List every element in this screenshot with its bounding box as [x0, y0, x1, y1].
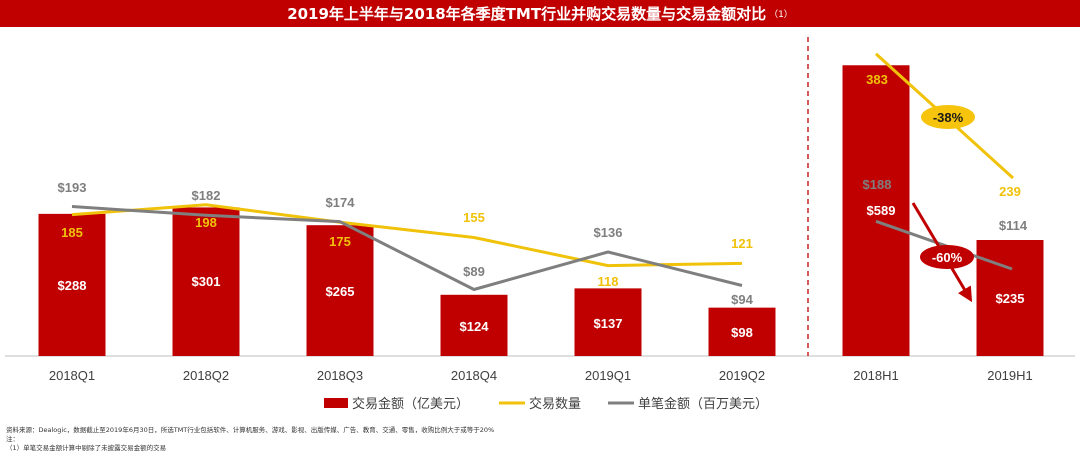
- avg-amount-label-2018Q4: $89: [463, 264, 485, 279]
- x-tick-label-2019Q1: 2019Q1: [585, 368, 631, 383]
- footnotes: 资料来源：Dealogic，数据截止至2019年6月30日，所选TMT行业包括软…: [6, 426, 494, 453]
- bar-2019Q2: [708, 307, 776, 356]
- value-change-badge: [920, 245, 974, 269]
- avg-amount-label-2018Q2: $182: [192, 188, 221, 203]
- bar-value-label-2018Q4: $124: [460, 319, 490, 334]
- avg-amount-line-quarters: [71, 205, 743, 291]
- chart-svg: $288 $301 $265 $124 $137 $98 $589 $235 185 198 175…: [5, 37, 1075, 412]
- bar-value-label-2018Q1: $288: [58, 278, 87, 293]
- x-tick-label-2018Q2: 2018Q2: [183, 368, 229, 383]
- avg-amount-label-2019H1: $114: [999, 218, 1028, 233]
- bar-2018H1: [842, 65, 910, 357]
- footnote-1: （1）单笔交易金额计算中剔除了未披露交易金额的交易: [6, 444, 167, 452]
- bar-value-label-2018Q3: $265: [326, 284, 355, 299]
- value-change-label: -60%: [932, 250, 963, 265]
- count-label-2019Q1: 118: [598, 274, 619, 289]
- bar-value-label-2018Q2: $301: [192, 274, 221, 289]
- avg-amount-label-2019Q1: $136: [594, 225, 623, 240]
- chart-title: 2019年上半年与2018年各季度TMT行业并购交易数量与交易金额对比: [287, 5, 767, 23]
- avg-amount-label-2018Q3: $174: [326, 195, 356, 210]
- count-label-2018Q1: 185: [61, 225, 83, 240]
- count-label-2018H1: 383: [866, 72, 888, 87]
- avg-amount-label-2019Q2: $94: [731, 292, 753, 307]
- count-label-2018Q2: 198: [195, 215, 217, 230]
- x-tick-label-2018H1: 2018H1: [853, 368, 899, 383]
- bar-2018Q2: [172, 207, 240, 356]
- x-tick-label-2018Q1: 2018Q1: [49, 368, 95, 383]
- x-tick-label-2018Q4: 2018Q4: [451, 368, 497, 383]
- count-change-badge: [921, 105, 975, 129]
- source-note: 资料来源：Dealogic，数据截止至2019年6月30日，所选TMT行业包括软…: [6, 426, 495, 434]
- count-label-2018Q4: 155: [463, 210, 485, 225]
- count-line-quarters: [71, 203, 743, 268]
- count-label-2018Q3: 175: [329, 234, 351, 249]
- legend-swatch-value: [324, 398, 348, 408]
- bar-value-label-2018H1: $589: [867, 203, 896, 218]
- legend-label-count: 交易数量: [529, 396, 581, 412]
- bar-2018Q3: [306, 225, 374, 356]
- avg-amount-label-2018H1: $188: [863, 177, 892, 192]
- legend-label-avg: 单笔金额（百万美元）: [638, 396, 768, 412]
- count-change-label: -38%: [933, 110, 964, 125]
- chart-title-bar: 2019年上半年与2018年各季度TMT行业并购交易数量与交易金额对比 （1）: [0, 0, 1080, 27]
- bar-value-label-2019Q2: $98: [731, 325, 753, 340]
- bar-2018Q4: [440, 294, 508, 356]
- count-label-2019Q2: 121: [731, 236, 753, 251]
- bar-2019Q1: [574, 288, 642, 356]
- count-label-2019H1: 239: [999, 184, 1021, 199]
- x-tick-label-2019H1: 2019H1: [987, 368, 1033, 383]
- x-tick-label-2019Q2: 2019Q2: [719, 368, 765, 383]
- avg-amount-label-2018Q1: $193: [58, 180, 87, 195]
- note-label: 注：: [6, 435, 19, 443]
- legend-label-value: 交易金额（亿美元）: [352, 396, 469, 412]
- bar-value-label-2019H1: $235: [996, 291, 1025, 306]
- chart-title-note: （1）: [769, 10, 793, 20]
- bar-value-label-2019Q1: $137: [594, 316, 623, 331]
- bar-2018Q1: [38, 213, 106, 356]
- x-tick-label-2018Q3: 2018Q3: [317, 368, 363, 383]
